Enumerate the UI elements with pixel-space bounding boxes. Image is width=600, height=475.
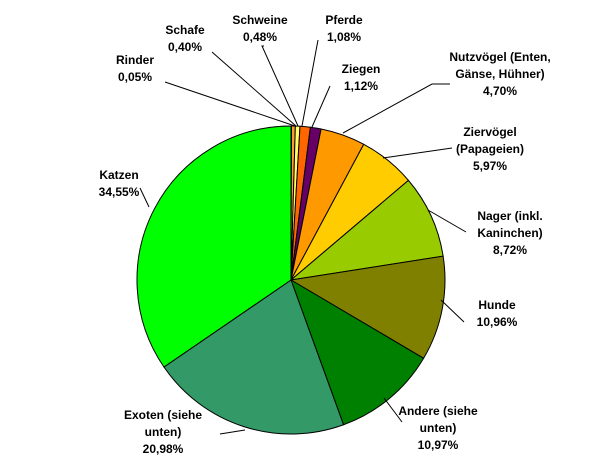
pie-slice [289, 255, 446, 359]
slice-label: Schweine 0,48% [232, 13, 288, 44]
slice-label: Katzen 34,55% [99, 168, 140, 199]
slice-label: Schafe 0,40% [165, 23, 205, 54]
leader-line [139, 187, 150, 208]
slice-label-line: unten) [420, 421, 457, 435]
slice-label: Andere (siehe unten) 10,97% [398, 404, 478, 452]
slice-label-line: Ziegen [342, 62, 381, 76]
slice-label-line: 10,97% [418, 438, 459, 452]
slice-label-line: Nutzvögel (Enten, [449, 50, 550, 64]
leader-lines [139, 39, 467, 435]
slice-label-line: 0,48% [243, 30, 277, 44]
pie-slices [136, 125, 446, 435]
slice-label-line: (Papageien) [456, 142, 524, 156]
slice-label-line: 1,08% [327, 30, 361, 44]
slice-label-line: Exoten (siehe [124, 408, 202, 422]
leader-line [383, 397, 403, 423]
slice-label-line: 8,72% [493, 243, 527, 257]
slice-label-line: Andere (siehe [398, 404, 478, 418]
slice-label-line: Pferde [325, 13, 363, 27]
slice-label: Hunde 10,96% [477, 298, 518, 329]
slice-label-line: 0,40% [168, 40, 202, 54]
slice-label: Ziegen 1,12% [342, 62, 381, 93]
slice-label-line: 34,55% [99, 185, 140, 199]
pie-slice [163, 279, 345, 435]
slice-label: Pferde 1,08% [325, 13, 363, 44]
slice-label: Exoten (siehe unten) 20,98% [124, 408, 202, 456]
slice-label-line: Rinder [116, 53, 154, 67]
leader-line [211, 51, 297, 127]
slice-label-line: Ziervögel [463, 125, 516, 139]
leader-line [301, 39, 319, 127]
leader-line [382, 147, 453, 159]
slice-label-line: Nager (inkl. [477, 209, 542, 223]
slice-label-line: Hunde [478, 298, 516, 312]
pie-slice [136, 125, 292, 368]
slice-label: Rinder 0,05% [116, 53, 154, 84]
slice-label: Ziervögel (Papageien) 5,97% [456, 125, 524, 173]
slice-label-line: Katzen [99, 168, 138, 182]
leader-line [440, 299, 465, 323]
pie-slice [290, 278, 425, 426]
slice-label-line: Schweine [232, 13, 288, 27]
slice-label-line: 20,98% [143, 442, 184, 456]
leader-line [427, 209, 467, 233]
slice-label-line: 0,05% [118, 70, 152, 84]
slice-label-line: unten) [145, 425, 182, 439]
leader-line [261, 45, 299, 127]
slice-label-line: 10,96% [477, 315, 518, 329]
leader-line [164, 81, 296, 127]
slice-label-line: 5,97% [473, 159, 507, 173]
slice-labels: Rinder 0,05% Schafe 0,40% Schweine 0,48% Pferd… [99, 13, 551, 456]
slice-label: Nager (inkl. Kaninchen) 8,72% [477, 209, 542, 257]
leader-line [219, 429, 246, 435]
slice-label-line: 4,70% [483, 84, 517, 98]
slice-label-line: Kaninchen) [477, 226, 542, 240]
pie-slice [289, 179, 444, 281]
slice-label-line: 1,12% [344, 79, 378, 93]
slice-label-line: Schafe [165, 23, 205, 37]
slice-label: Nutzvögel (Enten, Gänse, Hühner) 4,70% [449, 50, 550, 98]
leader-line [342, 83, 450, 134]
slice-label-line: Gänse, Hühner) [455, 67, 544, 81]
leader-line [311, 85, 331, 128]
